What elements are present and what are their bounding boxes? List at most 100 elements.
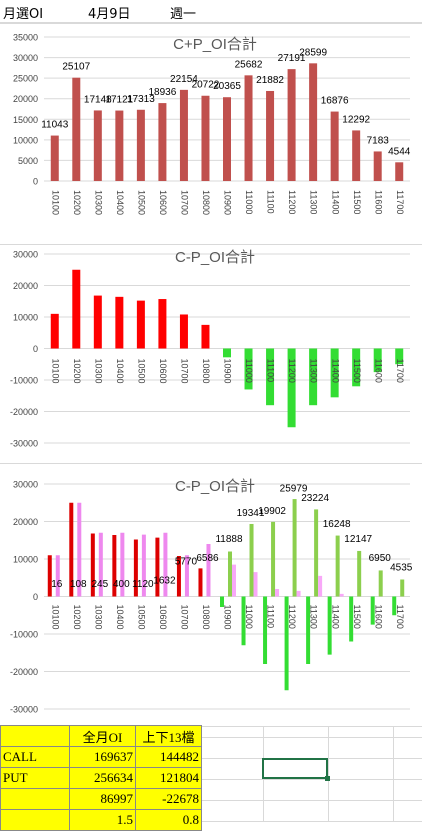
cell-put-13[interactable]: 121804 [135, 767, 202, 789]
x-tick-label: 11200 [287, 190, 297, 214]
bar [115, 296, 124, 349]
cell-call-13[interactable]: 144482 [135, 746, 202, 768]
cell-call-full[interactable]: 169637 [69, 746, 136, 768]
bar [136, 300, 145, 349]
data-label: 245 [91, 579, 108, 590]
x-tick-label: 10700 [180, 190, 190, 215]
bar [352, 348, 361, 387]
x-tick-label: 10900 [223, 190, 233, 215]
y-tick-label: 10000 [13, 555, 38, 565]
row-label-diff[interactable] [0, 788, 70, 810]
col-header-13-strikes[interactable]: 上下13檔 [135, 725, 202, 747]
x-tick-label: 10400 [115, 605, 125, 630]
x-tick-label: 10400 [115, 359, 125, 384]
x-tick-label: 10500 [137, 190, 147, 215]
row-label-put[interactable]: PUT [0, 767, 70, 789]
bar [296, 590, 301, 597]
bar [287, 69, 296, 181]
y-tick-label: 0 [33, 344, 38, 354]
x-tick-label: 10700 [180, 605, 190, 630]
x-tick-label: 10500 [137, 605, 147, 630]
bar [400, 579, 405, 597]
x-tick-label: 10600 [158, 605, 168, 630]
bar [266, 348, 275, 406]
header-cell-label[interactable]: 月選OI [3, 7, 44, 22]
x-tick-label: 11000 [244, 359, 254, 383]
bar [228, 551, 232, 597]
cell-ratio-13[interactable]: 0.8 [135, 809, 202, 831]
bar [223, 97, 231, 181]
col-header-full-month[interactable]: 全月OI [69, 725, 136, 747]
data-label: 20722 [192, 80, 220, 91]
x-tick-label: 10600 [158, 190, 168, 215]
bar [287, 348, 296, 428]
bar [292, 499, 297, 597]
x-tick-label: 11100 [266, 605, 276, 629]
y-tick-label: 30000 [13, 53, 38, 63]
bar [357, 550, 362, 597]
data-label: 18936 [149, 87, 177, 98]
bar [378, 570, 383, 597]
bar [72, 77, 81, 181]
chart-cp-total[interactable]: 0 5000 10000 15000 20000 25000 30000 35000 C+P_O… [0, 23, 422, 245]
data-label: 11043 [41, 120, 69, 131]
bar [90, 533, 95, 597]
bar [179, 89, 188, 181]
x-tick-label: 10100 [50, 605, 60, 630]
data-label: 12147 [344, 534, 372, 545]
chart-cp-total-svg: 0 5000 10000 15000 20000 25000 30000 35000 C+P_O… [13, 33, 411, 216]
x-tick-label: 11400 [330, 190, 340, 214]
x-tick-label: 10900 [223, 359, 233, 384]
row-label-call[interactable]: CALL [0, 746, 70, 768]
data-label: 19902 [258, 506, 286, 517]
y-tick-label: -20000 [10, 667, 38, 677]
row-label-ratio[interactable] [0, 809, 70, 831]
x-tick-label: 11500 [352, 190, 362, 214]
data-label: 27191 [278, 53, 306, 64]
data-label: 25682 [235, 59, 263, 70]
bar [93, 110, 102, 181]
selected-cell[interactable] [262, 758, 330, 781]
bar [184, 555, 189, 597]
bar [72, 269, 81, 349]
x-tick-label: 11100 [266, 359, 276, 383]
bar [176, 556, 181, 597]
bar [330, 111, 339, 181]
bar [395, 162, 404, 181]
x-tick-label: 10600 [158, 359, 168, 384]
x-tick-label: 11400 [330, 359, 340, 383]
bar [330, 348, 339, 398]
x-tick-label: 10300 [93, 359, 103, 384]
y-tick-label: 35000 [13, 33, 38, 43]
bar [155, 537, 160, 597]
cell-put-full[interactable]: 256634 [69, 767, 136, 789]
cell-diff-full[interactable]: 86997 [69, 788, 136, 810]
x-tick-label: 11000 [244, 605, 254, 629]
chart-c-minus-p-detail[interactable]: -30000 -20000 -10000 0 10000 20000 30000 C-P_OI… [0, 463, 422, 727]
x-tick-label: 11000 [244, 190, 254, 214]
header-cell-date[interactable]: 4月9日 [88, 7, 131, 22]
header-cell-weekday[interactable]: 週一 [170, 7, 197, 22]
x-tick-label: 11300 [309, 359, 319, 383]
x-tick-label: 11300 [309, 190, 319, 214]
cell-diff-13[interactable]: -22678 [135, 788, 202, 810]
bar [352, 130, 361, 181]
x-tick-label: 11100 [266, 190, 276, 214]
chart-c-minus-p[interactable]: -30000 -20000 -10000 0 10000 20000 30000 C-P_OI… [0, 244, 422, 464]
data-label: 25107 [62, 62, 90, 73]
bar [335, 535, 340, 597]
bar [50, 313, 59, 349]
y-tick-label: 20000 [13, 517, 38, 527]
data-label: 16876 [321, 96, 349, 107]
y-tick-label: 25000 [13, 74, 38, 84]
x-tick-label: 11500 [352, 359, 362, 383]
x-tick-label: 11400 [330, 605, 340, 629]
bar [309, 348, 318, 406]
bar [163, 532, 168, 597]
data-label: 16 [51, 579, 63, 590]
data-label: 6950 [369, 553, 392, 564]
bar [120, 532, 125, 597]
bar [373, 151, 382, 181]
bar [93, 295, 102, 349]
cell-ratio-full[interactable]: 1.5 [69, 809, 136, 831]
